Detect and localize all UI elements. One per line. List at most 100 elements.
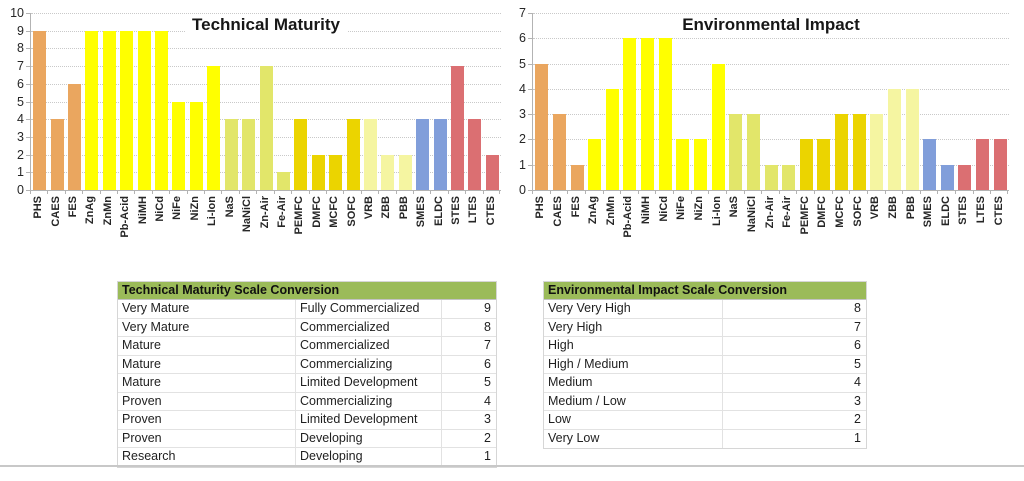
x-axis-category-label: PHS — [534, 196, 547, 219]
table-cell: Very High — [544, 318, 723, 336]
bar-znmn — [605, 88, 619, 190]
bar-nas — [729, 114, 743, 190]
table-cell: 4 — [854, 375, 861, 389]
table-cell: High / Medium — [544, 355, 723, 373]
x-axis-tick-mark — [30, 191, 31, 194]
y-axis-tick-label: 6 — [519, 31, 526, 46]
x-axis-tick-mark — [238, 191, 240, 194]
y-axis-tick-mark — [26, 13, 30, 14]
x-axis-tick-mark — [465, 191, 467, 194]
y-axis-tick-label: 5 — [17, 94, 24, 109]
bar-fe-air — [782, 164, 796, 190]
bar-nimh — [137, 30, 151, 190]
y-axis-tick-mark — [528, 114, 532, 116]
bar-ltes — [468, 119, 482, 190]
y-axis-tick-label: 10 — [10, 6, 24, 20]
x-axis-tick-mark — [743, 191, 745, 194]
x-axis-tick-mark — [849, 191, 851, 194]
environmental-impact-chart: Environmental Impact 0 1 2 3 4 5 6 7 PHS CAES FES Z… — [519, 6, 1009, 238]
y-axis-tick-label: 4 — [519, 81, 526, 96]
table-cell: High — [544, 337, 723, 355]
table-row: Very High 7 — [544, 318, 866, 337]
y-axis-tick-label: 7 — [519, 6, 526, 20]
x-axis-tick-mark — [99, 191, 101, 194]
x-axis-tick-mark — [761, 191, 763, 194]
y-axis-tick-mark — [26, 119, 30, 121]
x-axis-category-label: ZnMn — [604, 196, 617, 226]
bar-nanicl — [746, 114, 760, 190]
bar-fes — [68, 83, 82, 190]
gridline — [533, 88, 1009, 90]
x-axis-category-label: NiZn — [692, 196, 705, 221]
table-cell: Medium — [544, 374, 723, 392]
table-cell: Developing — [296, 429, 442, 447]
x-axis-tick-mark — [690, 191, 692, 194]
table-cell: Commercializing — [296, 392, 442, 410]
bar-dmfc — [311, 154, 325, 190]
bar-fes — [570, 164, 584, 190]
bar-nife — [676, 139, 690, 190]
bar-phs — [535, 63, 549, 190]
x-axis-tick-mark — [273, 191, 275, 194]
table-cell: Medium / Low — [544, 392, 723, 410]
x-axis-tick-mark — [972, 191, 974, 194]
bar-zbb — [887, 88, 901, 190]
table-cell: Commercialized — [296, 337, 442, 355]
bar-sofc — [346, 119, 360, 190]
table-cell: 1 — [854, 430, 861, 445]
x-axis-category-label: Fe-Air — [781, 196, 794, 228]
bar-phs — [33, 30, 47, 190]
table-row: Mature Commercializing 6 — [118, 355, 496, 374]
environmental-impact-plot-area: Environmental Impact — [532, 13, 1009, 191]
gridline — [533, 38, 1009, 40]
x-axis-category-label: VRB — [869, 196, 882, 220]
bar-nicd — [155, 30, 169, 190]
table-row: Mature Commercialized 7 — [118, 337, 496, 356]
y-axis-tick-mark — [26, 48, 30, 50]
bar-fe-air — [276, 172, 290, 190]
table-cell: Proven — [118, 411, 296, 429]
x-axis-tick-mark — [602, 191, 604, 194]
table-row: Very Mature Commercialized 8 — [118, 318, 496, 337]
bar-caes — [50, 119, 64, 190]
table-cell: Very Very High — [544, 300, 723, 318]
chart-title: Environmental Impact — [675, 15, 867, 35]
x-axis-tick-mark — [117, 191, 119, 194]
table-row: Proven Limited Development 3 — [118, 411, 496, 430]
table-cell: Fully Commercialized — [296, 300, 442, 318]
x-axis-tick-mark — [169, 191, 171, 194]
x-axis-tick-mark — [308, 191, 310, 194]
x-axis-tick-mark — [221, 191, 223, 194]
x-axis-category-label: CAES — [551, 196, 564, 227]
y-axis-tick-mark — [26, 101, 30, 103]
x-axis-category-label: STES — [957, 196, 970, 225]
bar-nizn — [189, 101, 203, 190]
x-axis-category-label: CTES — [992, 196, 1005, 226]
bar-nife — [172, 101, 186, 190]
x-axis-tick-mark — [360, 191, 362, 194]
x-axis-tick-mark — [567, 191, 569, 194]
y-axis-tick-mark — [528, 63, 532, 65]
table-cell: 5 — [484, 375, 491, 389]
x-axis-tick-mark — [532, 191, 533, 194]
y-axis-tick-label: 5 — [519, 56, 526, 71]
x-axis-tick-mark — [725, 191, 727, 194]
table-row: Medium / Low 3 — [544, 392, 866, 411]
bar-zn-air — [764, 164, 778, 190]
bar-pb-acid — [623, 38, 637, 190]
y-axis-tick-label: 7 — [17, 59, 24, 74]
table-cell: 8 — [484, 319, 491, 334]
table-cell: Proven — [118, 429, 296, 447]
y-axis-tick-mark — [528, 88, 532, 90]
bar-pemfc — [799, 139, 813, 190]
gridline — [31, 13, 501, 14]
bar-sofc — [852, 114, 866, 190]
x-axis-tick-mark — [82, 191, 84, 194]
table-title: Technical Maturity Scale Conversion — [118, 282, 496, 300]
table-cell: Mature — [118, 374, 296, 392]
y-axis-tick-label: 3 — [17, 129, 24, 144]
x-axis-category-label: SMES — [922, 196, 935, 228]
table-cell: Limited Development — [296, 374, 442, 392]
x-axis-tick-mark — [814, 191, 816, 194]
bar-smes — [416, 119, 430, 190]
